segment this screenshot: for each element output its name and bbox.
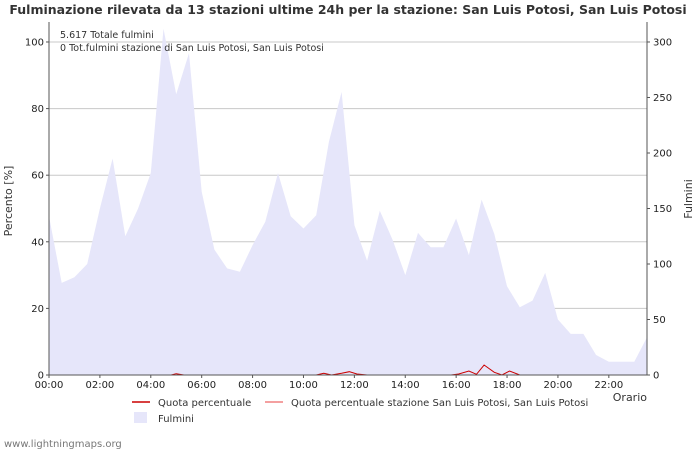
y-left-tick-label: 0 xyxy=(38,371,44,382)
x-tick-label: 22:00 xyxy=(594,380,623,391)
info-total: 5.617 Totale fulmini xyxy=(60,30,154,41)
y-left-tick-label: 60 xyxy=(31,171,44,182)
y-right-tick-label: 100 xyxy=(653,259,672,270)
info-station: 0 Tot.fulmini stazione di San Luis Potos… xyxy=(60,43,324,54)
x-tick-label: 20:00 xyxy=(544,380,573,391)
x-tick-label: 06:00 xyxy=(187,380,216,391)
legend-label-fulmini: Fulmini xyxy=(158,414,194,425)
y-left-tick-label: 40 xyxy=(31,237,44,248)
x-tick-label: 18:00 xyxy=(493,380,522,391)
y-left-label: Percento [%] xyxy=(2,166,15,237)
y-left-tick-label: 20 xyxy=(31,304,44,315)
fulmini-area-layer xyxy=(49,28,647,375)
y-right-tick-label: 300 xyxy=(653,37,672,48)
legend-label-quota-station: Quota percentuale stazione San Luis Poto… xyxy=(291,398,588,409)
legend-swatch-fulmini xyxy=(134,412,147,423)
y-left-tick-label: 100 xyxy=(25,37,44,48)
x-tick-label: 12:00 xyxy=(340,380,369,391)
footer-link[interactable]: www.lightningmaps.org xyxy=(4,439,122,450)
x-tick-label: 16:00 xyxy=(442,380,471,391)
y-right-tick-label: 50 xyxy=(653,315,666,326)
y-right-tick-label: 150 xyxy=(653,204,672,215)
x-tick-label: 10:00 xyxy=(289,380,318,391)
y-left-ticks: 0 20 40 60 80 100 xyxy=(25,37,49,382)
legend-label-quota: Quota percentuale xyxy=(158,398,251,409)
axes xyxy=(48,22,648,376)
fulmini-area xyxy=(49,28,647,375)
legend: Quota percentuale Quota percentuale staz… xyxy=(132,398,588,425)
chart-title: Fulminazione rilevata da 13 stazioni ult… xyxy=(9,2,686,17)
x-ticks: 00:00 02:00 04:00 06:00 08:00 10:00 12:00 14:00… xyxy=(35,375,623,391)
y-left-tick-label: 80 xyxy=(31,104,44,115)
x-axis-label: Orario xyxy=(613,391,648,404)
x-tick-label: 04:00 xyxy=(136,380,165,391)
y-right-tick-label: 200 xyxy=(653,148,672,159)
y-right-ticks: 0 50 100 150 200 250 300 xyxy=(647,37,672,382)
x-tick-label: 00:00 xyxy=(35,380,64,391)
y-right-label: Fulmini xyxy=(682,179,695,219)
x-tick-label: 14:00 xyxy=(391,380,420,391)
x-tick-label: 02:00 xyxy=(85,380,114,391)
y-right-tick-label: 250 xyxy=(653,93,672,104)
x-tick-label: 08:00 xyxy=(238,380,267,391)
y-right-tick-label: 0 xyxy=(653,371,659,382)
